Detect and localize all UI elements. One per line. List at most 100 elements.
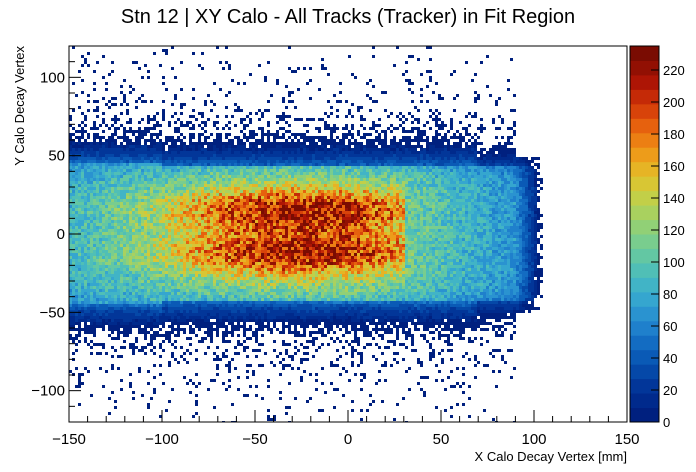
heatmap-cell bbox=[105, 313, 108, 316]
heatmap-cell bbox=[126, 316, 129, 319]
heatmap-cell bbox=[249, 229, 252, 232]
heatmap-cell bbox=[204, 226, 207, 229]
heatmap-cell bbox=[255, 178, 258, 181]
heatmap-cell bbox=[264, 238, 267, 241]
heatmap-cell bbox=[159, 220, 162, 223]
heatmap-cell bbox=[258, 193, 261, 196]
heatmap-cell bbox=[114, 127, 117, 130]
heatmap-cell bbox=[273, 241, 276, 244]
heatmap-cell bbox=[186, 187, 189, 190]
heatmap-cell bbox=[102, 196, 105, 199]
heatmap-cell bbox=[243, 244, 246, 247]
heatmap-cell bbox=[132, 238, 135, 241]
heatmap-cell bbox=[159, 169, 162, 172]
heatmap-cell bbox=[108, 247, 111, 250]
heatmap-cell bbox=[99, 271, 102, 274]
heatmap-cell bbox=[252, 313, 255, 316]
heatmap-cell bbox=[81, 226, 84, 229]
heatmap-cell bbox=[243, 271, 246, 274]
heatmap-cell bbox=[261, 205, 264, 208]
heatmap-cell bbox=[123, 187, 126, 190]
heatmap-cell bbox=[141, 214, 144, 217]
heatmap-cell bbox=[120, 199, 123, 202]
heatmap-cell bbox=[123, 298, 126, 301]
heatmap-cell bbox=[237, 286, 240, 289]
heatmap-cell bbox=[174, 184, 177, 187]
heatmap-cell bbox=[216, 292, 219, 295]
heatmap-cell bbox=[138, 226, 141, 229]
heatmap-cell bbox=[258, 259, 261, 262]
heatmap-cell bbox=[222, 154, 225, 157]
heatmap-cell bbox=[186, 151, 189, 154]
heatmap-cell bbox=[270, 193, 273, 196]
heatmap-cell bbox=[180, 319, 183, 322]
heatmap-cell bbox=[87, 313, 90, 316]
heatmap-cell bbox=[135, 178, 138, 181]
heatmap-cell bbox=[75, 247, 78, 250]
heatmap-cell bbox=[111, 118, 114, 121]
heatmap-cell bbox=[201, 265, 204, 268]
heatmap-cell bbox=[129, 148, 132, 151]
heatmap-cell bbox=[198, 241, 201, 244]
heatmap-cell bbox=[177, 298, 180, 301]
heatmap-cell bbox=[150, 127, 153, 130]
heatmap-cell bbox=[174, 250, 177, 253]
heatmap-cell bbox=[147, 313, 150, 316]
heatmap-cell bbox=[93, 223, 96, 226]
heatmap-cell bbox=[153, 148, 156, 151]
heatmap-cell bbox=[195, 262, 198, 265]
heatmap-cell bbox=[252, 133, 255, 136]
heatmap-cell bbox=[219, 190, 222, 193]
heatmap-cell bbox=[216, 148, 219, 151]
heatmap-cell bbox=[177, 220, 180, 223]
heatmap-cell bbox=[198, 184, 201, 187]
heatmap-cell bbox=[93, 322, 96, 325]
heatmap-cell bbox=[162, 142, 165, 145]
heatmap-cell bbox=[198, 133, 201, 136]
heatmap-cell bbox=[159, 190, 162, 193]
heatmap-cell bbox=[234, 304, 237, 307]
heatmap-cell bbox=[123, 208, 126, 211]
heatmap-cell bbox=[219, 301, 222, 304]
heatmap-cell bbox=[216, 133, 219, 136]
heatmap-cell bbox=[213, 205, 216, 208]
heatmap-cell bbox=[150, 322, 153, 325]
heatmap-cell bbox=[96, 238, 99, 241]
heatmap-cell bbox=[135, 196, 138, 199]
heatmap-cell bbox=[246, 199, 249, 202]
heatmap-cell bbox=[222, 316, 225, 319]
heatmap-cell bbox=[69, 310, 72, 313]
heatmap-cell bbox=[84, 256, 87, 259]
heatmap-cell bbox=[210, 229, 213, 232]
heatmap-cell bbox=[207, 178, 210, 181]
heatmap-cell bbox=[225, 241, 228, 244]
heatmap-cell bbox=[111, 367, 114, 370]
heatmap-cell bbox=[234, 367, 237, 370]
heatmap-cell bbox=[216, 256, 219, 259]
heatmap-cell bbox=[270, 142, 273, 145]
heatmap-cell bbox=[180, 262, 183, 265]
heatmap-cell bbox=[108, 319, 111, 322]
heatmap-cell bbox=[78, 148, 81, 151]
heatmap-cell bbox=[258, 232, 261, 235]
heatmap-cell bbox=[198, 250, 201, 253]
heatmap-cell bbox=[120, 169, 123, 172]
heatmap-cell bbox=[162, 310, 165, 313]
heatmap-cell bbox=[222, 67, 225, 70]
heatmap-cell bbox=[180, 244, 183, 247]
heatmap-cell bbox=[129, 319, 132, 322]
heatmap-cell bbox=[183, 247, 186, 250]
heatmap-cell bbox=[72, 226, 75, 229]
heatmap-cell bbox=[204, 121, 207, 124]
heatmap-cell bbox=[267, 154, 270, 157]
heatmap-cell bbox=[246, 208, 249, 211]
heatmap-cell bbox=[183, 304, 186, 307]
heatmap-cell bbox=[234, 145, 237, 148]
heatmap-cell bbox=[171, 142, 174, 145]
heatmap-cell bbox=[84, 244, 87, 247]
heatmap-cell bbox=[225, 199, 228, 202]
heatmap-cell bbox=[141, 202, 144, 205]
heatmap-cell bbox=[174, 262, 177, 265]
heatmap-cell bbox=[231, 163, 234, 166]
heatmap-cell bbox=[234, 220, 237, 223]
